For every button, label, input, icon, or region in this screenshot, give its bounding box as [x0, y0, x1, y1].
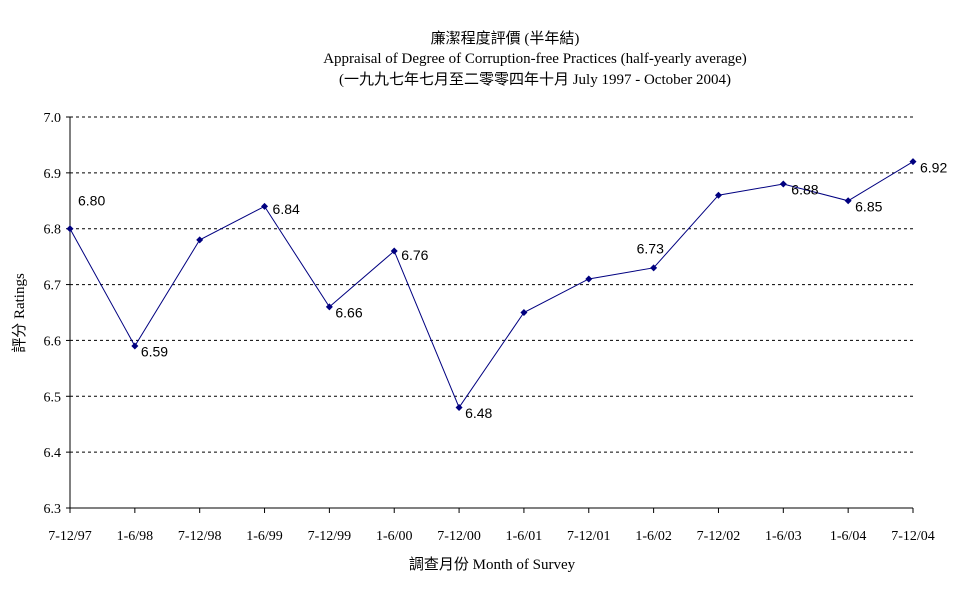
- x-tick-label: 7-12/00: [437, 529, 481, 544]
- chart-title: 廉潔程度評價 (半年結): [431, 30, 580, 47]
- chart-subtitle: Appraisal of Degree of Corruption-free P…: [323, 51, 747, 67]
- data-label: 6.84: [273, 201, 300, 217]
- x-tick-label: 1-6/01: [506, 529, 543, 544]
- y-axis-ticks: 6.3 6.4 6.5 6.6 6.7 6.8 6.9 7.0: [44, 111, 70, 517]
- data-point: [844, 197, 852, 205]
- x-tick-label: 1-6/99: [246, 529, 283, 544]
- x-tick-label: 1-6/02: [635, 529, 672, 544]
- y-tick-label: 6.9: [44, 167, 62, 182]
- x-tick-label: 1-6/04: [830, 529, 867, 544]
- series-ratings: [66, 158, 917, 411]
- y-tick-label: 6.7: [44, 279, 62, 294]
- data-label: 6.85: [855, 198, 882, 214]
- data-point: [390, 247, 398, 255]
- x-tick-label: 7-12/01: [567, 529, 611, 544]
- x-tick-label: 7-12/97: [48, 529, 92, 544]
- data-label: 6.59: [141, 344, 168, 360]
- x-tick-label: 7-12/99: [308, 529, 352, 544]
- data-label: 6.48: [465, 405, 492, 421]
- data-label: 6.76: [401, 247, 428, 263]
- data-label: 6.88: [791, 182, 818, 198]
- data-label: 6.80: [78, 192, 105, 208]
- x-tick-label: 7-12/98: [178, 529, 222, 544]
- axes: [69, 117, 913, 509]
- x-tick-label: 7-12/04: [891, 529, 935, 544]
- data-point: [66, 225, 74, 233]
- x-axis-title: 調查月份 Month of Survey: [409, 556, 576, 573]
- y-axis-title: 評分 Ratings: [11, 273, 28, 353]
- data-labels: 6.80 6.59 6.84 6.66 6.76 6.48 6.73 6.88 6.85 6.92: [78, 159, 947, 421]
- grid-lines: [70, 116, 913, 453]
- y-tick-label: 6.6: [44, 334, 62, 349]
- data-point: [455, 403, 463, 411]
- data-label: 6.73: [637, 241, 664, 257]
- data-point: [909, 158, 917, 166]
- data-point: [650, 264, 658, 272]
- x-tick-label: 1-6/00: [376, 529, 413, 544]
- data-point: [325, 303, 333, 311]
- data-point: [585, 275, 593, 283]
- x-tick-label: 1-6/98: [117, 529, 154, 544]
- data-point: [520, 309, 528, 316]
- data-point: [196, 236, 204, 244]
- data-point: [261, 202, 269, 210]
- y-tick-label: 6.3: [44, 502, 62, 517]
- y-tick-label: 6.4: [44, 446, 62, 461]
- data-label: 6.92: [920, 159, 947, 175]
- y-tick-label: 7.0: [44, 111, 62, 126]
- data-point: [714, 191, 722, 199]
- x-axis-ticks: 7-12/97 1-6/98 7-12/98 1-6/99 7-12/99 1-6/00 7…: [48, 508, 935, 544]
- series-line: [69, 161, 914, 409]
- y-tick-label: 6.5: [44, 390, 62, 405]
- data-point: [131, 342, 139, 350]
- data-label: 6.66: [335, 305, 362, 321]
- x-tick-label: 7-12/02: [697, 529, 741, 544]
- data-point: [779, 180, 787, 188]
- y-tick-label: 6.8: [44, 223, 62, 238]
- chart-subtitle-2: (一九九七年七月至二零零四年十月 July 1997 - October 200…: [339, 71, 731, 88]
- x-tick-label: 1-6/03: [765, 529, 802, 544]
